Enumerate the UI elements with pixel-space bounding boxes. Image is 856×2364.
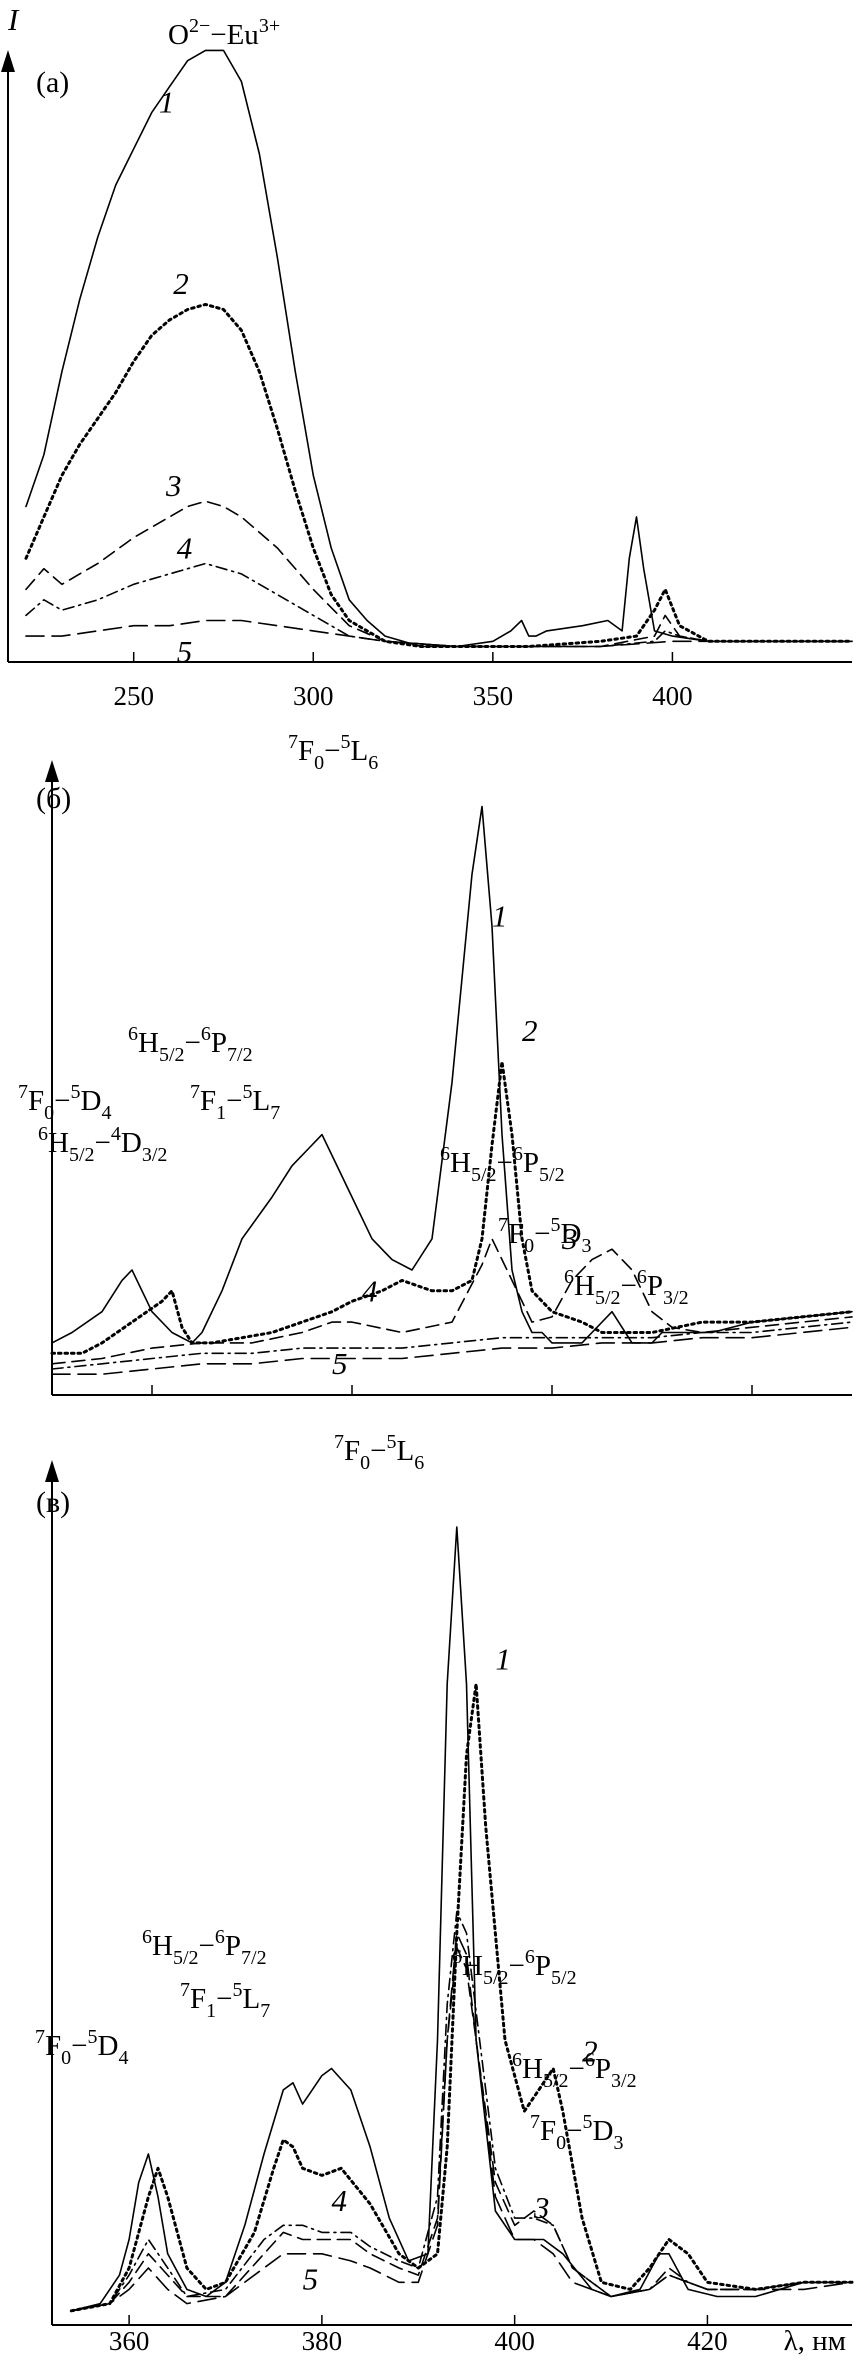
transition-label: 7F0−5D4 bbox=[35, 2026, 128, 2069]
x-tick-label: 420 bbox=[687, 2326, 728, 2356]
y-axis-arrow bbox=[45, 1460, 59, 1482]
panel-1: 250 300 350 400 (а) 1 2 3 4 5 I O2−−Eu3+ bbox=[1, 2, 854, 711]
panel-label: (в) bbox=[36, 1486, 70, 1519]
transition-label: 7F0−5L6 bbox=[288, 731, 378, 774]
x-tick-label: 350 bbox=[473, 681, 514, 711]
series-line-1 bbox=[70, 1526, 853, 2312]
transition-label: 7F0−5D3 bbox=[530, 2111, 623, 2154]
series-line-2 bbox=[24, 302, 854, 648]
series-line-5 bbox=[70, 1932, 853, 2312]
transition-label: 7F0−5D3 bbox=[498, 1214, 591, 1257]
curve-label-1: 1 bbox=[159, 85, 175, 120]
curve-label-5: 5 bbox=[177, 634, 193, 669]
curve-label-4: 4 bbox=[332, 2183, 348, 2218]
chart-title: O2−−Eu3+ bbox=[168, 15, 280, 51]
transition-label: 6H5/2−6P3/2 bbox=[564, 1266, 689, 1309]
curve-label-3: 3 bbox=[533, 2190, 550, 2225]
transition-label: 6H5/2−6P7/2 bbox=[128, 1023, 253, 1066]
transition-label: 7F0−5D4 bbox=[18, 1081, 111, 1124]
curve-label-1: 1 bbox=[495, 1642, 511, 1677]
transition-label: 6H5/2−4D3/2 bbox=[38, 1123, 167, 1166]
x-tick-label: 250 bbox=[113, 681, 154, 711]
curve-label-5: 5 bbox=[303, 2261, 319, 2296]
panel-2: (б) 1 2 3 4 5 7F0−5L6 6H5/2−6P7/2 7F0−5D4 7F1−5L7… bbox=[18, 731, 854, 1396]
series-line-3 bbox=[25, 500, 853, 648]
series-line-3 bbox=[51, 1238, 853, 1365]
transition-label: 6H5/2−6P5/2 bbox=[452, 1946, 577, 1989]
x-tick-label: 380 bbox=[302, 2326, 343, 2356]
transition-label: 6H5/2−6P7/2 bbox=[142, 1926, 267, 1969]
transition-label: 6H5/2−6P3/2 bbox=[512, 2049, 637, 2092]
series-line-1 bbox=[25, 49, 853, 648]
curve-label-1: 1 bbox=[492, 898, 508, 933]
curve-label-4: 4 bbox=[177, 530, 193, 565]
curve-label-3: 3 bbox=[561, 1221, 578, 1256]
series-line-1 bbox=[51, 805, 853, 1344]
curve-label-3: 3 bbox=[165, 468, 182, 503]
series-line-4 bbox=[51, 1321, 853, 1370]
series-line-2 bbox=[50, 1060, 854, 1355]
curve-label-2: 2 bbox=[173, 266, 189, 301]
series-line-5 bbox=[51, 1326, 853, 1375]
transition-label: 7F1−5L7 bbox=[190, 1081, 280, 1124]
series-line-5 bbox=[25, 619, 853, 648]
series-line-3 bbox=[70, 1946, 853, 2312]
series-line-4 bbox=[25, 562, 853, 648]
curve-label-2: 2 bbox=[582, 2033, 598, 2068]
x-tick-label: 300 bbox=[293, 681, 334, 711]
x-tick-label: 360 bbox=[109, 2326, 150, 2356]
x-tick-label: 400 bbox=[652, 681, 693, 711]
curve-label-4: 4 bbox=[362, 1273, 378, 1308]
curve-label-2: 2 bbox=[522, 1013, 538, 1048]
transition-label: 7F1−5L7 bbox=[180, 1979, 270, 2022]
y-axis-label: I bbox=[7, 2, 20, 37]
transition-label: 6H5/2−6P5/2 bbox=[440, 1143, 565, 1186]
y-axis-arrow bbox=[1, 50, 15, 72]
y-axis-arrow bbox=[45, 760, 59, 782]
x-tick-label: 400 bbox=[494, 2326, 535, 2356]
panel-3: 360 380 400 420 (в) 1 2 3 4 5 7F0−5L6 6H5/2−6P7/2 7F… bbox=[35, 1431, 854, 2357]
series-line-2 bbox=[69, 1682, 854, 2313]
transition-label: 7F0−5L6 bbox=[334, 1431, 424, 1474]
curve-label-5: 5 bbox=[332, 1346, 348, 1381]
panel-label: (б) bbox=[36, 782, 71, 815]
x-axis-label: λ, нм bbox=[784, 2325, 846, 2357]
panel-label: (а) bbox=[36, 66, 69, 99]
